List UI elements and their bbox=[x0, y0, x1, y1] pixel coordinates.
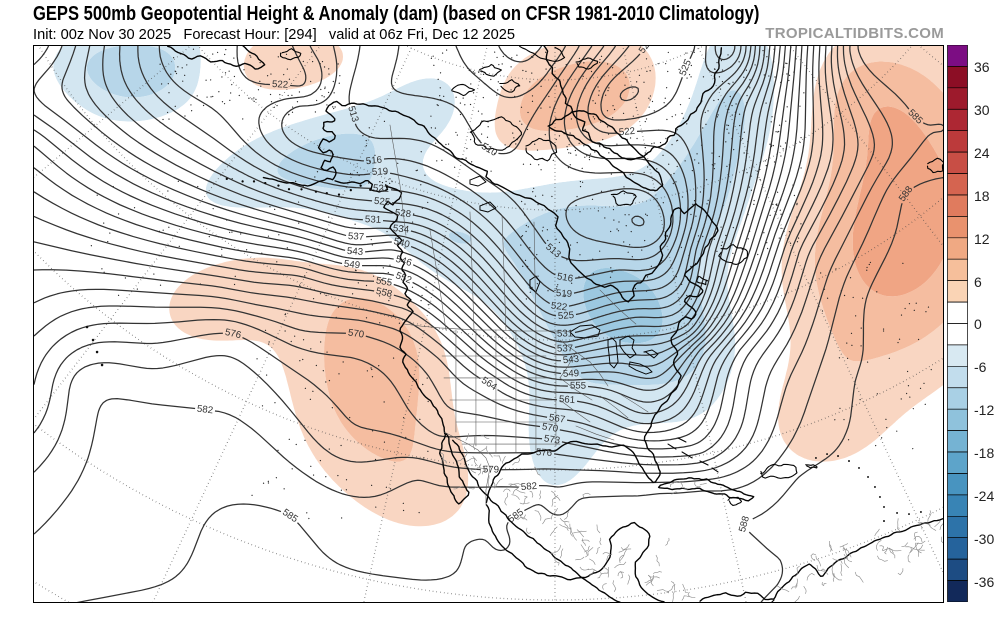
svg-text:522: 522 bbox=[618, 125, 635, 137]
svg-text:582: 582 bbox=[520, 480, 537, 492]
svg-text:537: 537 bbox=[556, 343, 573, 354]
svg-text:540: 540 bbox=[392, 235, 411, 250]
svg-text:522: 522 bbox=[271, 79, 288, 91]
svg-text:519: 519 bbox=[371, 166, 388, 178]
svg-text:576: 576 bbox=[223, 326, 241, 340]
svg-text:582: 582 bbox=[196, 403, 213, 416]
svg-text:570: 570 bbox=[541, 421, 559, 435]
svg-text:516: 516 bbox=[556, 271, 574, 285]
svg-text:588: 588 bbox=[736, 514, 751, 533]
svg-text:579: 579 bbox=[482, 464, 498, 475]
svg-text:516: 516 bbox=[365, 154, 382, 167]
svg-text:561: 561 bbox=[558, 394, 575, 406]
svg-text:534: 534 bbox=[392, 223, 410, 236]
svg-text:531: 531 bbox=[556, 328, 572, 339]
svg-text:543: 543 bbox=[562, 353, 579, 365]
svg-text:522: 522 bbox=[372, 182, 389, 194]
svg-text:525: 525 bbox=[636, 46, 655, 56]
svg-text:525: 525 bbox=[557, 309, 574, 321]
svg-text:519: 519 bbox=[555, 288, 572, 300]
svg-text:567: 567 bbox=[548, 412, 566, 425]
svg-text:573: 573 bbox=[543, 433, 561, 446]
svg-text:576: 576 bbox=[535, 447, 552, 459]
svg-text:552: 552 bbox=[393, 270, 412, 286]
svg-text:558: 558 bbox=[374, 285, 392, 299]
svg-text:531: 531 bbox=[364, 214, 381, 226]
svg-text:570: 570 bbox=[347, 327, 365, 340]
svg-text:543: 543 bbox=[346, 245, 363, 257]
svg-text:549: 549 bbox=[562, 368, 579, 380]
svg-text:549: 549 bbox=[343, 258, 360, 271]
svg-text:537: 537 bbox=[347, 230, 364, 242]
svg-text:555: 555 bbox=[569, 380, 585, 391]
svg-text:546: 546 bbox=[394, 253, 413, 268]
svg-text:525: 525 bbox=[373, 195, 390, 208]
svg-text:528: 528 bbox=[394, 207, 411, 220]
svg-text:555: 555 bbox=[375, 275, 393, 288]
svg-text:513: 513 bbox=[345, 104, 360, 123]
svg-text:522: 522 bbox=[550, 300, 567, 313]
